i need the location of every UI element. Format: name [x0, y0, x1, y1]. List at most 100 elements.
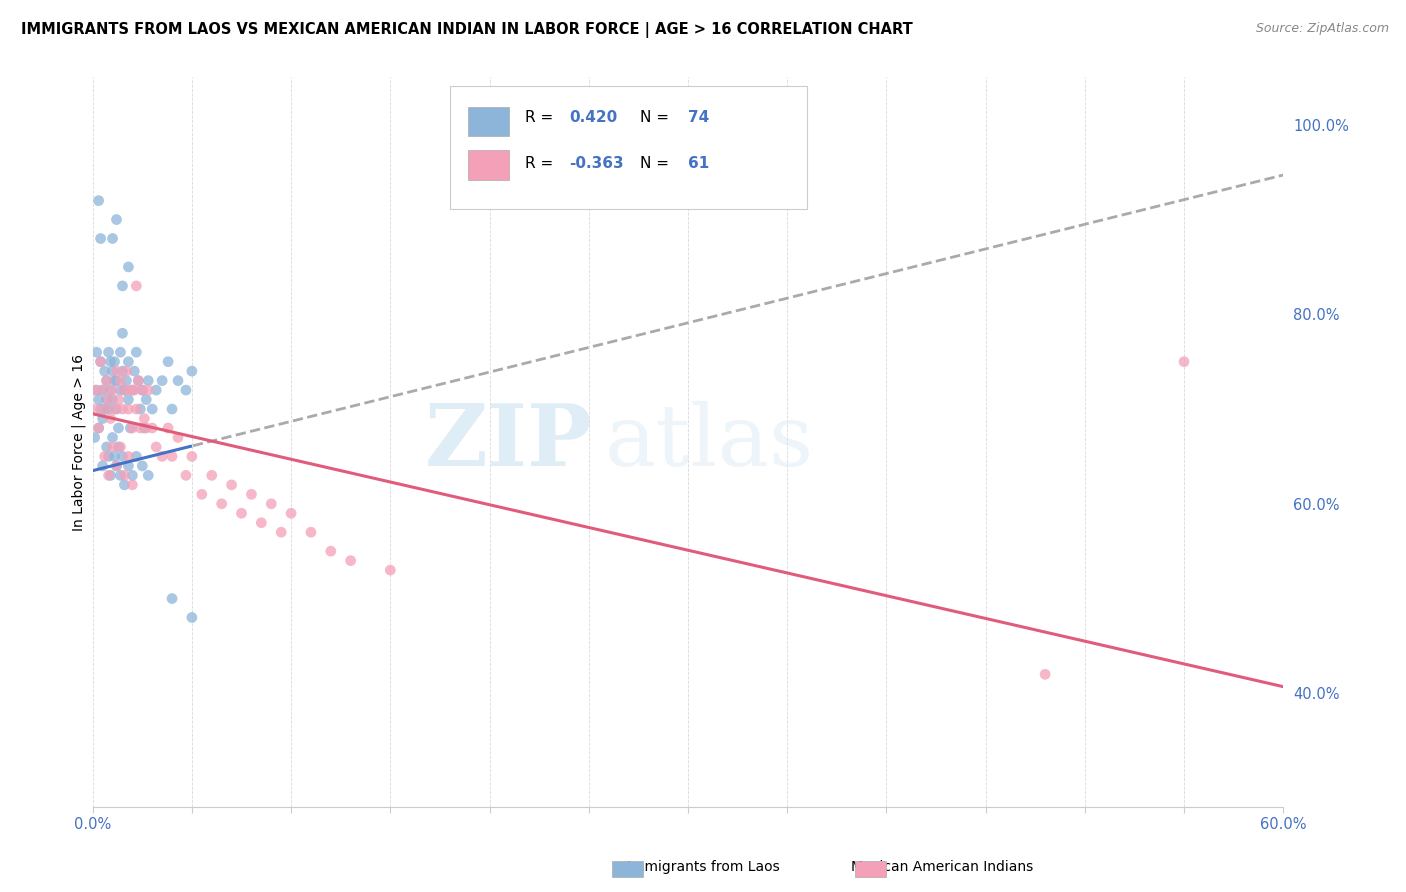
Point	[136, 468, 159, 483]
Point	[117, 260, 139, 274]
Point	[129, 421, 152, 435]
Point	[83, 430, 105, 444]
Text: N =: N =	[640, 156, 675, 171]
Point	[180, 450, 202, 464]
Point	[136, 374, 159, 388]
Point	[105, 458, 128, 473]
Point	[93, 402, 115, 417]
Point	[87, 194, 110, 208]
Point	[111, 278, 134, 293]
Point	[83, 383, 105, 397]
Point	[167, 430, 190, 444]
Text: -0.363: -0.363	[569, 156, 623, 171]
Point	[97, 392, 120, 407]
Point	[201, 468, 224, 483]
Point	[91, 383, 114, 397]
Point	[91, 411, 114, 425]
Point	[135, 392, 157, 407]
Point	[160, 450, 183, 464]
Point	[270, 525, 292, 540]
Point	[160, 402, 183, 417]
Point	[380, 563, 402, 577]
Point	[97, 402, 120, 417]
FancyBboxPatch shape	[468, 107, 509, 136]
Point	[174, 383, 197, 397]
Point	[125, 345, 148, 359]
Text: Source: ZipAtlas.com: Source: ZipAtlas.com	[1256, 22, 1389, 36]
Point	[93, 402, 115, 417]
Point	[125, 278, 148, 293]
Point	[101, 383, 124, 397]
Point	[100, 383, 122, 397]
Point	[121, 383, 143, 397]
Point	[100, 411, 122, 425]
FancyBboxPatch shape	[468, 151, 509, 179]
Point	[111, 450, 134, 464]
Point	[115, 374, 138, 388]
Point	[87, 392, 110, 407]
Point	[107, 440, 129, 454]
Point	[111, 326, 134, 341]
Text: Mexican American Indians: Mexican American Indians	[851, 860, 1033, 874]
Point	[121, 468, 143, 483]
Point	[97, 468, 120, 483]
Point	[97, 345, 120, 359]
Point	[101, 364, 124, 378]
Point	[87, 421, 110, 435]
Point	[97, 450, 120, 464]
Point	[107, 392, 129, 407]
Point	[157, 421, 180, 435]
Point	[90, 231, 112, 245]
Point	[91, 458, 114, 473]
Point	[105, 374, 128, 388]
Point	[117, 402, 139, 417]
Text: Immigrants from Laos: Immigrants from Laos	[627, 860, 779, 874]
Point	[117, 354, 139, 368]
Text: 0.420: 0.420	[569, 110, 617, 125]
Point	[103, 402, 125, 417]
Point	[117, 392, 139, 407]
Point	[1173, 354, 1195, 368]
Point	[111, 364, 134, 378]
Point	[127, 374, 149, 388]
Point	[157, 354, 180, 368]
Point	[319, 544, 342, 558]
Point	[96, 392, 118, 407]
Point	[111, 402, 134, 417]
Point	[134, 421, 156, 435]
Point	[87, 421, 110, 435]
Point	[231, 506, 253, 520]
Point	[110, 440, 132, 454]
Point	[105, 364, 128, 378]
Point	[115, 364, 138, 378]
Point	[93, 364, 115, 378]
Point	[131, 383, 153, 397]
Point	[129, 402, 152, 417]
Point	[100, 468, 122, 483]
Point	[114, 383, 136, 397]
Point	[120, 421, 142, 435]
Point	[121, 421, 143, 435]
Point	[101, 392, 124, 407]
Point	[101, 440, 124, 454]
Point	[117, 458, 139, 473]
Point	[101, 430, 124, 444]
Point	[96, 440, 118, 454]
Point	[96, 374, 118, 388]
Point	[1033, 667, 1056, 681]
Point	[93, 450, 115, 464]
Point	[339, 554, 361, 568]
Point	[131, 458, 153, 473]
Point	[90, 354, 112, 368]
Point	[260, 497, 283, 511]
Point	[110, 468, 132, 483]
Point	[141, 402, 163, 417]
Text: atlas: atlas	[605, 401, 814, 483]
Text: 61: 61	[688, 156, 709, 171]
Point	[125, 402, 148, 417]
Point	[86, 345, 108, 359]
Point	[124, 364, 146, 378]
Point	[280, 506, 302, 520]
Point	[105, 212, 128, 227]
Point	[86, 402, 108, 417]
